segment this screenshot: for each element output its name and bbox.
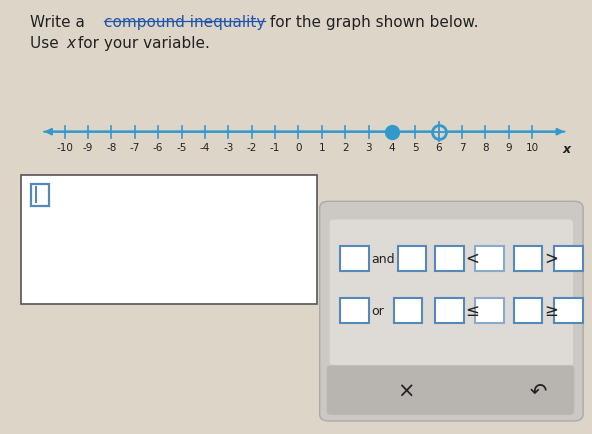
Text: or: or bbox=[371, 304, 384, 317]
Text: for the graph shown below.: for the graph shown below. bbox=[265, 15, 478, 30]
Text: 4: 4 bbox=[388, 143, 395, 153]
Text: 5: 5 bbox=[412, 143, 419, 153]
Text: 10: 10 bbox=[526, 143, 539, 153]
Text: 9: 9 bbox=[506, 143, 512, 153]
Text: for your variable.: for your variable. bbox=[73, 36, 210, 50]
FancyBboxPatch shape bbox=[398, 246, 426, 271]
FancyBboxPatch shape bbox=[475, 246, 504, 271]
Text: and: and bbox=[371, 252, 395, 265]
Text: 0: 0 bbox=[295, 143, 302, 153]
FancyBboxPatch shape bbox=[31, 184, 49, 206]
Text: ×: × bbox=[397, 381, 414, 401]
Text: ≤: ≤ bbox=[465, 302, 479, 320]
Text: <: < bbox=[465, 250, 480, 268]
Text: -1: -1 bbox=[270, 143, 280, 153]
Text: x: x bbox=[66, 36, 75, 50]
Text: -5: -5 bbox=[176, 143, 186, 153]
FancyBboxPatch shape bbox=[340, 246, 369, 271]
Text: 7: 7 bbox=[459, 143, 465, 153]
Text: ≥: ≥ bbox=[544, 302, 558, 320]
Text: Use: Use bbox=[30, 36, 63, 50]
Text: 8: 8 bbox=[482, 143, 489, 153]
FancyBboxPatch shape bbox=[554, 246, 583, 271]
Text: compound inequality: compound inequality bbox=[104, 15, 265, 30]
Text: -8: -8 bbox=[106, 143, 117, 153]
Text: Write a: Write a bbox=[30, 15, 89, 30]
Text: 2: 2 bbox=[342, 143, 349, 153]
FancyBboxPatch shape bbox=[475, 298, 504, 323]
Text: -10: -10 bbox=[56, 143, 73, 153]
FancyBboxPatch shape bbox=[21, 176, 317, 304]
Text: 1: 1 bbox=[318, 143, 325, 153]
Text: ↶: ↶ bbox=[530, 381, 548, 401]
Text: >: > bbox=[544, 250, 558, 268]
FancyBboxPatch shape bbox=[514, 298, 542, 323]
Text: -7: -7 bbox=[130, 143, 140, 153]
FancyBboxPatch shape bbox=[394, 298, 422, 323]
Text: x: x bbox=[562, 143, 571, 156]
FancyBboxPatch shape bbox=[330, 220, 573, 366]
Text: 6: 6 bbox=[435, 143, 442, 153]
Text: 3: 3 bbox=[365, 143, 372, 153]
FancyBboxPatch shape bbox=[514, 246, 542, 271]
Text: -4: -4 bbox=[200, 143, 210, 153]
FancyBboxPatch shape bbox=[435, 298, 464, 323]
FancyBboxPatch shape bbox=[435, 246, 464, 271]
FancyBboxPatch shape bbox=[320, 202, 583, 421]
FancyBboxPatch shape bbox=[327, 365, 574, 415]
Text: -2: -2 bbox=[246, 143, 257, 153]
Text: -9: -9 bbox=[83, 143, 93, 153]
FancyBboxPatch shape bbox=[554, 298, 583, 323]
Text: -6: -6 bbox=[153, 143, 163, 153]
Text: -3: -3 bbox=[223, 143, 233, 153]
FancyBboxPatch shape bbox=[340, 298, 369, 323]
